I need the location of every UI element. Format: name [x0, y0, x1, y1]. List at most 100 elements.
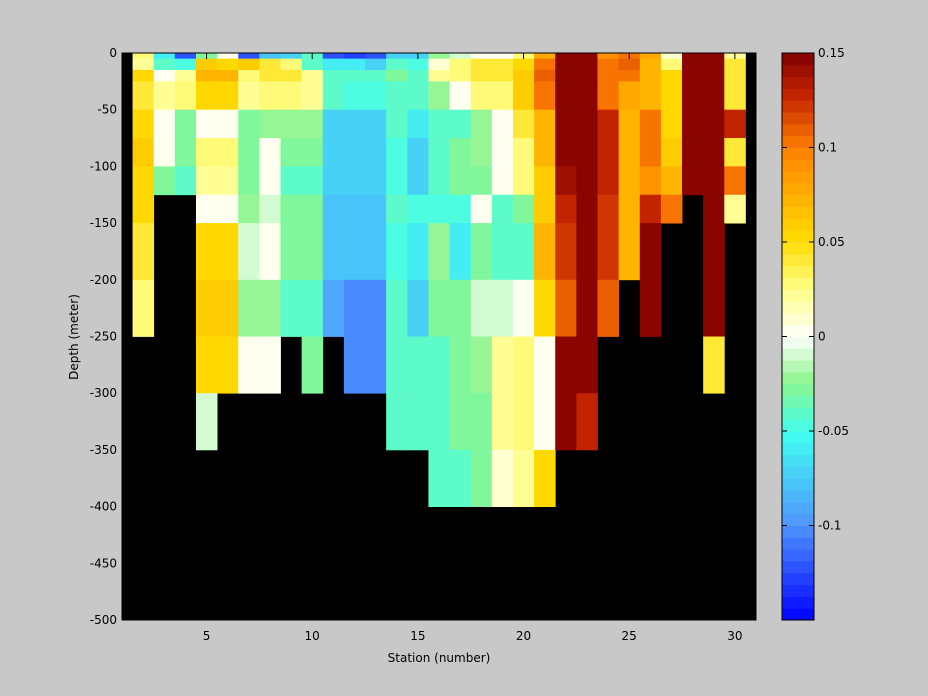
colorbar-band — [782, 112, 814, 125]
heatmap-cell — [343, 58, 366, 71]
heatmap-cell — [174, 70, 197, 82]
heatmap-cell — [703, 81, 725, 111]
heatmap-cell — [703, 166, 725, 196]
heatmap-cell — [132, 166, 155, 196]
heatmap-cell — [428, 336, 450, 394]
heatmap-cell — [343, 194, 366, 224]
heatmap-cell — [259, 109, 281, 139]
heatmap-cell — [365, 53, 387, 60]
heatmap-cell — [449, 223, 472, 281]
colorbar-band — [782, 194, 814, 208]
heatmap-cell — [639, 70, 662, 82]
heatmap-cell — [407, 70, 429, 82]
heatmap-cell — [386, 81, 408, 111]
heatmap-cell — [512, 166, 535, 196]
heatmap-cell — [703, 58, 725, 71]
y-tick-label: -400 — [90, 500, 117, 514]
heatmap-cell — [301, 336, 324, 394]
colorbar-band — [782, 407, 814, 420]
heatmap-cell — [555, 70, 577, 82]
heatmap-cell — [322, 109, 345, 139]
y-tick-label: -300 — [90, 386, 117, 400]
heatmap-cell — [259, 70, 281, 82]
heatmap-cell — [534, 336, 556, 394]
heatmap-cell — [195, 393, 218, 451]
colorbar-band — [782, 324, 814, 337]
heatmap-cell — [153, 166, 176, 196]
heatmap-cell — [386, 70, 408, 82]
heatmap-cell — [491, 279, 514, 337]
heatmap-cell — [280, 223, 303, 281]
heatmap-cell — [703, 194, 725, 224]
heatmap-cell — [470, 336, 493, 394]
colorbar-band — [782, 289, 814, 302]
heatmap-cell — [555, 393, 577, 451]
colorbar-band — [782, 490, 814, 503]
colorbar-band — [782, 171, 814, 184]
colorbar-band — [782, 147, 814, 160]
heatmap-cell — [174, 53, 197, 60]
colorbar-band — [782, 513, 814, 526]
heatmap-cell — [618, 58, 641, 71]
heatmap-cell — [407, 393, 429, 451]
heatmap-cell — [386, 223, 408, 281]
heatmap-cell — [576, 138, 598, 167]
heatmap-cell — [428, 449, 450, 507]
heatmap-cell — [322, 53, 345, 60]
heatmap-cell — [576, 53, 598, 60]
heatmap-cell — [660, 166, 683, 196]
heatmap-cell — [512, 449, 535, 507]
heatmap-cell — [703, 336, 725, 394]
heatmap-cell — [428, 393, 450, 451]
heatmap-cell — [682, 166, 704, 196]
x-tick-label: 25 — [622, 629, 637, 643]
heatmap-cell — [597, 53, 620, 60]
colorbar-band — [782, 159, 814, 172]
heatmap-cell — [470, 194, 493, 224]
heatmap-cell — [132, 223, 155, 281]
heatmap-cell — [534, 166, 556, 196]
heatmap-cell — [555, 194, 577, 224]
heatmap-cell — [301, 166, 324, 196]
heatmap-cell — [534, 223, 556, 281]
heatmap-cell — [491, 336, 514, 394]
heatmap-cell — [428, 109, 450, 139]
heatmap-cell — [724, 70, 746, 82]
heatmap-cell — [512, 81, 535, 111]
y-tick-label: -200 — [90, 273, 117, 287]
heatmap-cell — [365, 336, 387, 394]
colorbar-tick-label: -0.05 — [818, 424, 849, 438]
colorbar-band — [782, 501, 814, 515]
heatmap-cell — [195, 279, 218, 337]
heatmap-cell — [660, 194, 683, 224]
heatmap-cell — [428, 166, 450, 196]
heatmap-cell — [132, 81, 155, 111]
heatmap-cell — [238, 194, 260, 224]
colorbar-band — [782, 383, 814, 397]
heatmap-cell — [132, 53, 155, 60]
heatmap-cell — [365, 81, 387, 111]
heatmap-cell — [195, 138, 218, 167]
heatmap-cell — [280, 109, 303, 139]
heatmap-cell — [639, 138, 662, 167]
heatmap-cell — [449, 393, 472, 451]
heatmap-cell — [217, 70, 239, 82]
heatmap-cell — [322, 58, 345, 71]
heatmap-cell — [470, 53, 493, 60]
heatmap-cell — [195, 70, 218, 82]
heatmap-cell — [195, 166, 218, 196]
heatmap-cell — [280, 53, 303, 60]
heatmap-cell — [217, 53, 239, 60]
heatmap-cell — [576, 336, 598, 394]
heatmap-cell — [660, 81, 683, 111]
heatmap-cell — [322, 223, 345, 281]
heatmap-cell — [470, 279, 493, 337]
heatmap-cell — [386, 336, 408, 394]
heatmap-cell — [428, 70, 450, 82]
heatmap-cell — [322, 166, 345, 196]
heatmap-cell — [491, 53, 514, 60]
heatmap-cell — [597, 194, 620, 224]
heatmap-cell — [576, 58, 598, 71]
heatmap-cell — [322, 81, 345, 111]
heatmap-cell — [238, 166, 260, 196]
